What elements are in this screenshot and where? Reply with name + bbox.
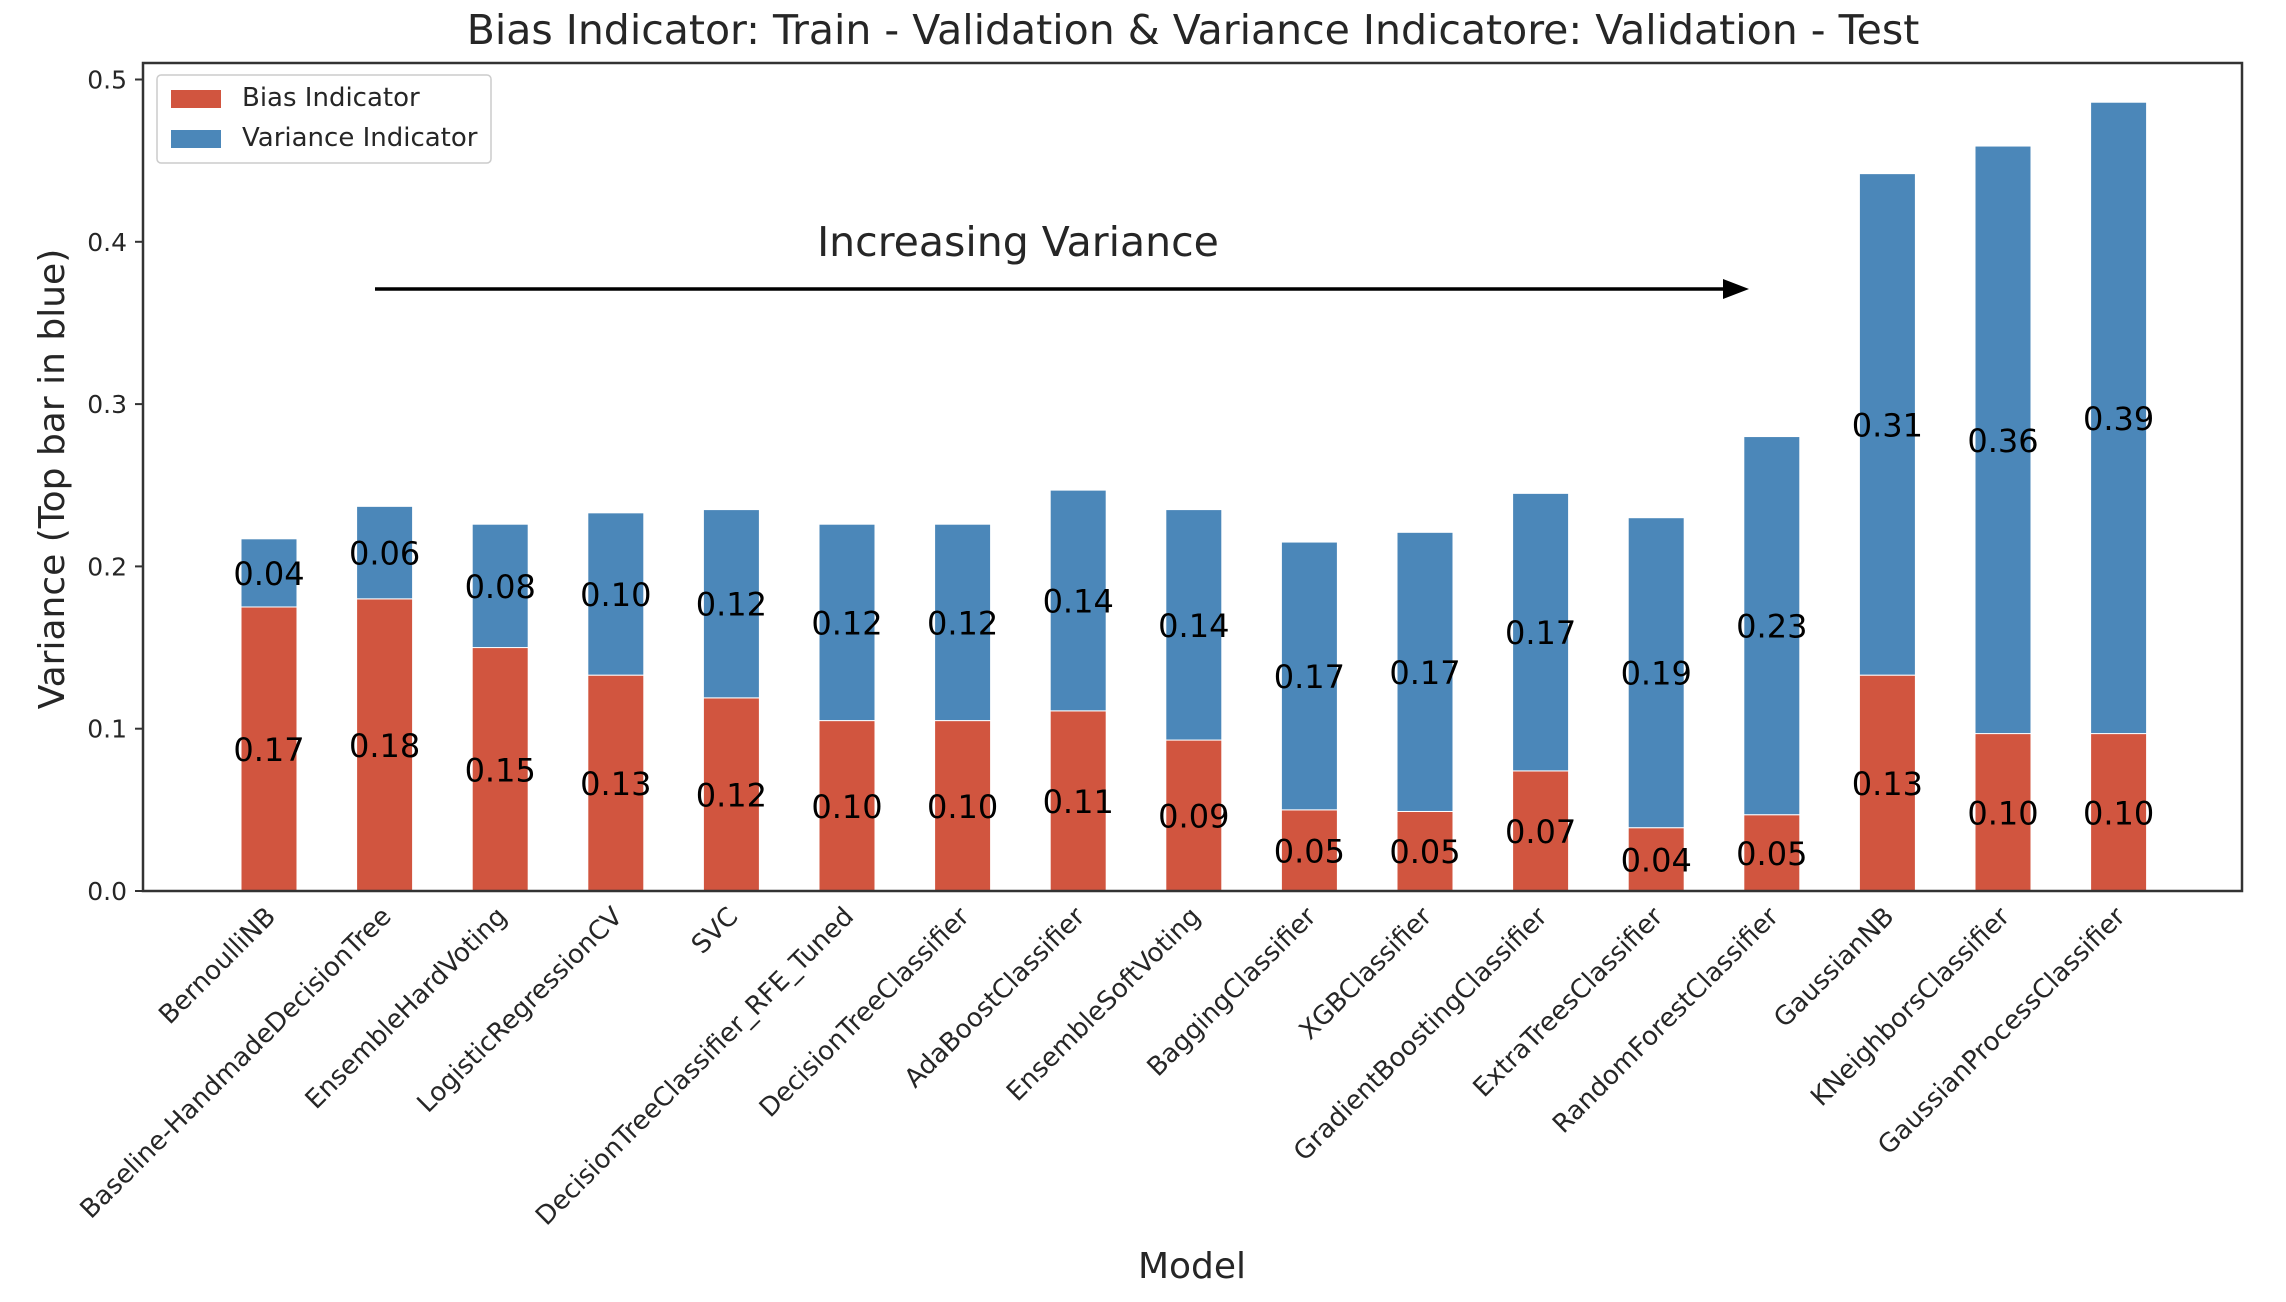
bias-value-label: 0.05: [1736, 835, 1807, 873]
x-tick-label: SVC: [686, 902, 744, 960]
bias-value-label: 0.10: [811, 788, 882, 826]
bias-bar: [1627, 827, 1685, 892]
variance-bar: [934, 523, 992, 722]
bias-value-label: 0.11: [1043, 783, 1114, 821]
x-tick-label: GaussianProcessClassifier: [1872, 902, 2131, 1161]
legend: Bias Indicator Variance Indicator: [156, 74, 492, 164]
variance-bar: [356, 505, 414, 600]
bias-bar: [934, 720, 992, 892]
bias-bar: [1165, 739, 1223, 892]
bias-value-label: 0.12: [696, 776, 767, 814]
y-axis-ticks: 0.0 0.1 0.2 0.3 0.4 0.5: [87, 66, 143, 906]
bias-bar: [818, 720, 876, 892]
variance-bar: [587, 512, 645, 676]
variance-bar: [1858, 173, 1916, 676]
variance-bar: [1165, 509, 1223, 741]
arrow-head-icon: [1723, 279, 1749, 299]
variance-value-label: 0.10: [580, 576, 651, 614]
variance-value-label: 0.08: [465, 568, 536, 606]
bias-value-label: 0.04: [1621, 841, 1692, 879]
bar-value-labels: 0.17 0.04 0.18 0.06 0.15 0.08 0.13 0.10 0.12 0.12…: [233, 400, 2154, 879]
x-tick-label: ExtraTreesClassifier: [1468, 902, 1670, 1104]
plot-frame: [141, 61, 2244, 893]
bias-value-label: 0.05: [1389, 833, 1460, 871]
bias-value-label: 0.10: [927, 788, 998, 826]
variance-value-label: 0.17: [1389, 654, 1460, 692]
x-axis-tick-labels: BernoulliNBBaseline-HandmadeDecisionTree…: [75, 902, 2132, 1232]
bias-value-label: 0.10: [1967, 794, 2038, 832]
variance-value-label: 0.17: [1505, 614, 1576, 652]
bias-bar: [1049, 710, 1107, 892]
variance-value-label: 0.39: [2083, 400, 2154, 438]
bias-value-label: 0.15: [465, 751, 536, 789]
bias-bar: [1974, 733, 2032, 892]
y-tick-label: 0.4: [87, 228, 127, 257]
bars-layer: [240, 101, 2148, 892]
variance-bar: [1743, 436, 1801, 816]
variance-bar: [1512, 492, 1570, 772]
bias-value-label: 0.10: [2083, 794, 2154, 832]
legend-swatch-variance: [171, 130, 221, 148]
variance-value-label: 0.19: [1621, 655, 1692, 693]
x-axis-label: Model: [1138, 1246, 1246, 1287]
bias-bar: [1512, 770, 1570, 892]
y-tick-label: 0.1: [87, 715, 127, 744]
variance-value-label: 0.17: [1274, 658, 1345, 696]
variance-bar: [1396, 531, 1454, 812]
variance-value-label: 0.04: [233, 555, 304, 593]
variance-bar: [471, 523, 529, 649]
variance-value-label: 0.36: [1967, 422, 2038, 460]
x-tick-label: RandomForestClassifier: [1547, 902, 1785, 1140]
variance-value-label: 0.14: [1158, 607, 1229, 645]
variance-bar: [702, 509, 760, 699]
chart-title: Bias Indicator: Train - Validation & Var…: [467, 6, 1920, 54]
bias-bar: [356, 598, 414, 892]
x-tick-label: EnsembleSoftVoting: [1001, 902, 1207, 1108]
variance-value-label: 0.12: [811, 604, 882, 642]
annotation: Increasing Variance: [375, 218, 1749, 299]
variance-value-label: 0.12: [927, 604, 998, 642]
bias-value-label: 0.05: [1274, 832, 1345, 870]
y-tick-label: 0.3: [87, 390, 127, 419]
variance-bar: [1974, 145, 2032, 735]
y-tick-label: 0.5: [87, 66, 127, 95]
legend-swatch-bias: [171, 90, 221, 108]
variance-value-label: 0.23: [1736, 608, 1807, 646]
annotation-text: Increasing Variance: [817, 218, 1219, 266]
x-tick-label: LogisticRegressionCV: [412, 902, 629, 1119]
variance-bar: [2090, 101, 2148, 735]
variance-value-label: 0.31: [1852, 406, 1923, 444]
y-axis-label: Variance (Top bar in blue): [32, 249, 73, 709]
variance-bar: [1627, 517, 1685, 829]
bias-value-label: 0.13: [580, 765, 651, 803]
variance-bar: [818, 523, 876, 722]
bias-bar: [471, 647, 529, 892]
legend-label-variance: Variance Indicator: [242, 123, 478, 153]
variance-bar: [1280, 541, 1338, 811]
legend-label-bias: Bias Indicator: [242, 83, 420, 113]
variance-value-label: 0.06: [349, 535, 420, 573]
variance-bar: [240, 538, 298, 608]
bias-value-label: 0.13: [1852, 765, 1923, 803]
legend-box: [156, 74, 492, 164]
x-tick-label: DecisionTreeClassifier: [754, 902, 976, 1124]
variance-value-label: 0.14: [1043, 582, 1114, 620]
bias-bar: [587, 674, 645, 892]
x-tick-label: GaussianNB: [1768, 902, 1900, 1034]
variance-value-label: 0.12: [696, 586, 767, 624]
bias-value-label: 0.18: [349, 727, 420, 765]
bias-value-label: 0.17: [233, 731, 304, 769]
variance-bar: [1049, 489, 1107, 712]
x-tick-label: KNeighborsClassifier: [1805, 902, 2016, 1113]
bias-value-label: 0.07: [1505, 813, 1576, 851]
bias-bar: [1280, 809, 1338, 892]
x-tick-label: BernoulliNB: [153, 902, 282, 1031]
x-tick-label: EnsembleHardVoting: [300, 902, 513, 1115]
bias-bar: [1396, 810, 1454, 892]
y-tick-label: 0.0: [87, 877, 127, 906]
bias-value-label: 0.09: [1158, 798, 1229, 836]
y-tick-label: 0.2: [87, 552, 127, 581]
